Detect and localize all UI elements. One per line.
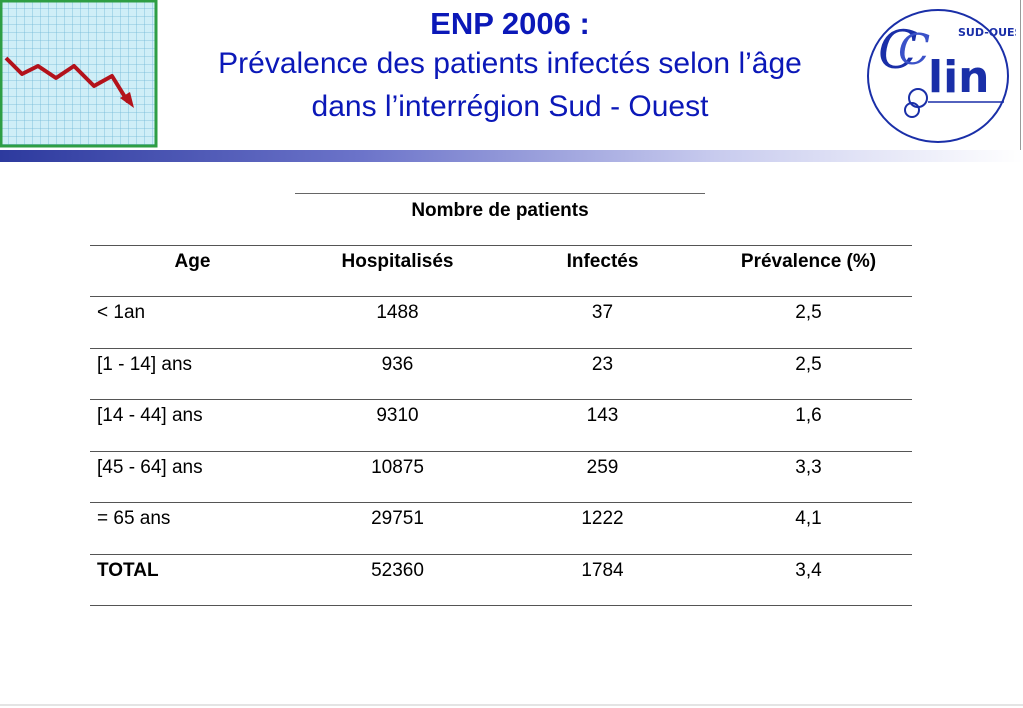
declining-chart-icon	[0, 0, 158, 148]
hospitalises-cell: 1488	[376, 302, 419, 323]
table-row: < 1an 1488 37 2,5	[90, 297, 912, 349]
prevalence-cell: 3,4	[795, 559, 822, 581]
total-label: TOTAL	[97, 559, 159, 581]
infectes-cell: 1222	[581, 508, 624, 529]
hospitalises-cell: 29751	[371, 508, 424, 529]
group-header: Nombre de patients	[295, 193, 705, 246]
column-header-age: Age	[174, 251, 211, 272]
prevalence-cell: 1,6	[795, 405, 822, 426]
age-cell: [1 - 14] ans	[97, 353, 193, 375]
prevalence-cell: 2,5	[795, 302, 822, 323]
infectes-cell: 143	[586, 405, 619, 426]
hospitalises-cell: 936	[381, 353, 414, 375]
age-cell: [14 - 44] ans	[97, 405, 203, 426]
age-cell: [45 - 64] ans	[97, 456, 203, 478]
column-header-infectes: Infectés	[566, 251, 639, 272]
cclin-sud-ouest-logo: C C lin SUD-OUEST	[867, 9, 1016, 143]
title-line-3: dans l’interrégion Sud - Ouest	[311, 90, 709, 123]
infectes-cell: 23	[591, 353, 614, 375]
table-header-row: Age Hospitalisés Infectés Prévalence (%)	[90, 245, 912, 297]
prevalence-cell: 4,1	[795, 508, 822, 529]
hospitalises-cell: 10875	[371, 456, 424, 478]
table-body: < 1an 1488 37 2,5 [1 - 14] ans 936 23 2,…	[90, 297, 912, 606]
bottom-rule	[0, 704, 1023, 706]
svg-text:SUD-OUEST: SUD-OUEST	[958, 26, 1016, 39]
prevalence-cell: 3,3	[795, 456, 822, 478]
table-row: [1 - 14] ans 936 23 2,5	[90, 349, 912, 400]
infectes-cell: 1784	[581, 559, 624, 581]
infectes-cell: 259	[586, 456, 619, 478]
table-row-total: TOTAL 52360 1784 3,4	[90, 555, 912, 606]
column-header-prevalence: Prévalence (%)	[740, 251, 877, 272]
prevalence-cell: 2,5	[795, 353, 822, 375]
infectes-cell: 37	[591, 302, 614, 323]
table-row: [45 - 64] ans 10875 259 3,3	[90, 452, 912, 503]
title-line-2: Prévalence des patients infectés selon l…	[218, 47, 802, 80]
svg-text:C: C	[898, 25, 930, 74]
table-row: = 65 ans 29751 1222 4,1	[90, 503, 912, 555]
age-cell: = 65 ans	[97, 508, 171, 529]
svg-text:lin: lin	[928, 52, 990, 103]
header-gradient-bar	[0, 150, 1023, 162]
svg-text:C: C	[878, 21, 918, 81]
hospitalises-cell: 9310	[376, 405, 419, 426]
column-header-hospitalises: Hospitalisés	[341, 251, 454, 272]
age-cell: < 1an	[97, 302, 146, 323]
hospitalises-cell: 52360	[371, 559, 424, 581]
title-line-1: ENP 2006 :	[430, 6, 590, 41]
table-row: [14 - 44] ans 9310 143 1,6	[90, 400, 912, 452]
slide-title: ENP 2006 : Prévalence des patients infec…	[160, 6, 860, 128]
header-right-rule	[1020, 0, 1021, 150]
